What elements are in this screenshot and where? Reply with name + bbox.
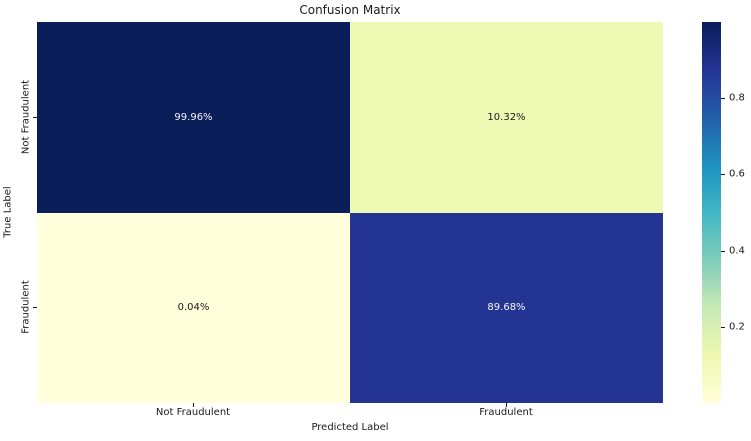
y-tick-label-fraudulent: Fraudulent: [20, 280, 32, 334]
colorbar-tick-mark: [721, 98, 725, 99]
heatmap-cell-true-fraud-pred-notfraud: 0.04%: [37, 212, 350, 403]
cell-annotation: 99.96%: [174, 111, 213, 123]
heatmap-cell-true-notfraud-pred-fraud: 10.32%: [350, 22, 663, 213]
heatmap-grid: 99.96% 10.32% 0.04% 89.68%: [37, 22, 663, 403]
heatmap-cell-true-fraud-pred-fraud: 89.68%: [350, 212, 663, 403]
colorbar-tick-mark: [721, 327, 725, 328]
y-tick-mark: [33, 307, 37, 308]
cell-annotation: 10.32%: [487, 111, 526, 123]
cell-annotation: 89.68%: [487, 302, 526, 314]
x-tick-mark: [193, 403, 194, 407]
heatmap-cell-true-notfraud-pred-notfraud: 99.96%: [37, 22, 350, 213]
colorbar-tick-mark: [721, 251, 725, 252]
colorbar-tick-label-0-8: 0.8: [729, 92, 745, 104]
cell-annotation: 0.04%: [177, 302, 210, 314]
y-tick-label-not-fraudulent: Not Fraudulent: [20, 79, 32, 155]
y-tick-mark: [33, 117, 37, 118]
y-axis-label: True Label: [2, 186, 14, 238]
x-tick-mark: [506, 403, 507, 407]
colorbar-tick-mark: [721, 174, 725, 175]
colorbar-tick-label-0-2: 0.2: [729, 321, 745, 333]
x-tick-label-fraudulent: Fraudulent: [479, 407, 533, 418]
x-axis-label: Predicted Label: [311, 422, 389, 433]
chart-title: Confusion Matrix: [299, 3, 401, 17]
colorbar-tick-label-0-6: 0.6: [729, 168, 745, 180]
colorbar-tick-label-0-4: 0.4: [729, 245, 745, 257]
colorbar-gradient: [702, 22, 721, 403]
x-tick-label-not-fraudulent: Not Fraudulent: [155, 407, 231, 418]
